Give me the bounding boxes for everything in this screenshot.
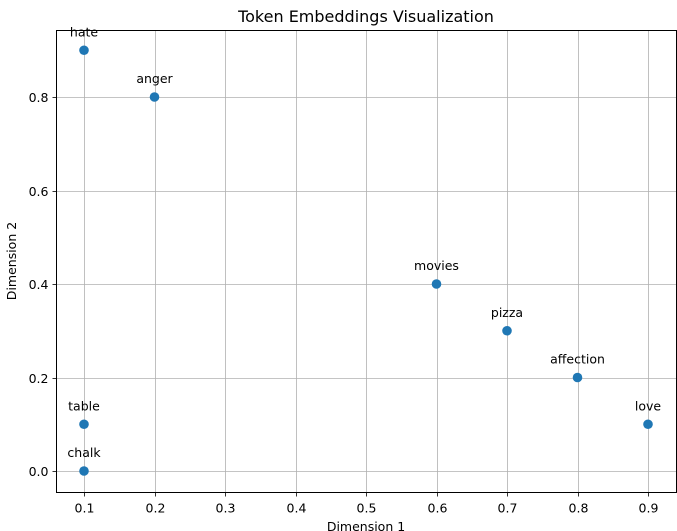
x-tick-label: 0.8	[569, 501, 589, 516]
x-tick-label: 0.5	[357, 501, 377, 516]
y-tick-label: 0.2	[29, 371, 49, 386]
scatter-point	[79, 466, 89, 476]
scatter-point	[149, 92, 160, 102]
x-tick-label: 0.2	[146, 501, 166, 516]
scatter-point	[502, 325, 512, 336]
y-tick-label: 0.8	[29, 90, 49, 105]
point-label: affection	[550, 352, 605, 367]
point-label: anger	[136, 71, 173, 86]
y-axis-label: Dimension 2	[4, 222, 19, 300]
x-axis-label: Dimension 1	[327, 519, 405, 531]
point-label: love	[635, 398, 662, 413]
y-tick-label: 0.6	[29, 184, 49, 199]
point-label: table	[68, 398, 100, 413]
scatter-point	[79, 45, 89, 56]
scatter-point	[643, 419, 653, 430]
scatter-point	[572, 372, 583, 383]
point-label: movies	[414, 258, 459, 273]
chart-title: Token Embeddings Visualization	[237, 7, 494, 26]
point-label: hate	[70, 24, 98, 39]
x-tick-label: 0.1	[75, 501, 95, 516]
x-tick-label: 0.3	[216, 501, 236, 516]
grid-lines	[56, 30, 677, 493]
point-label: pizza	[491, 305, 523, 320]
point-label: chalk	[67, 445, 101, 460]
data-points: hate anger movies pizza affection love table ch…	[67, 24, 661, 476]
scatter-point	[79, 419, 89, 430]
x-tick-label: 0.6	[428, 501, 448, 516]
x-tick-label: 0.7	[498, 501, 518, 516]
scatter-point	[431, 279, 442, 289]
axis-ticks: 0.1 0.2 0.3 0.4 0.5 0.6 0.7 0.8 0.9 0.0 0.2 0.4 0.6 0…	[29, 90, 659, 516]
y-tick-label: 0.4	[29, 277, 49, 292]
x-tick-label: 0.9	[639, 501, 659, 516]
y-tick-label: 0.0	[29, 464, 49, 479]
x-tick-label: 0.4	[287, 501, 307, 516]
